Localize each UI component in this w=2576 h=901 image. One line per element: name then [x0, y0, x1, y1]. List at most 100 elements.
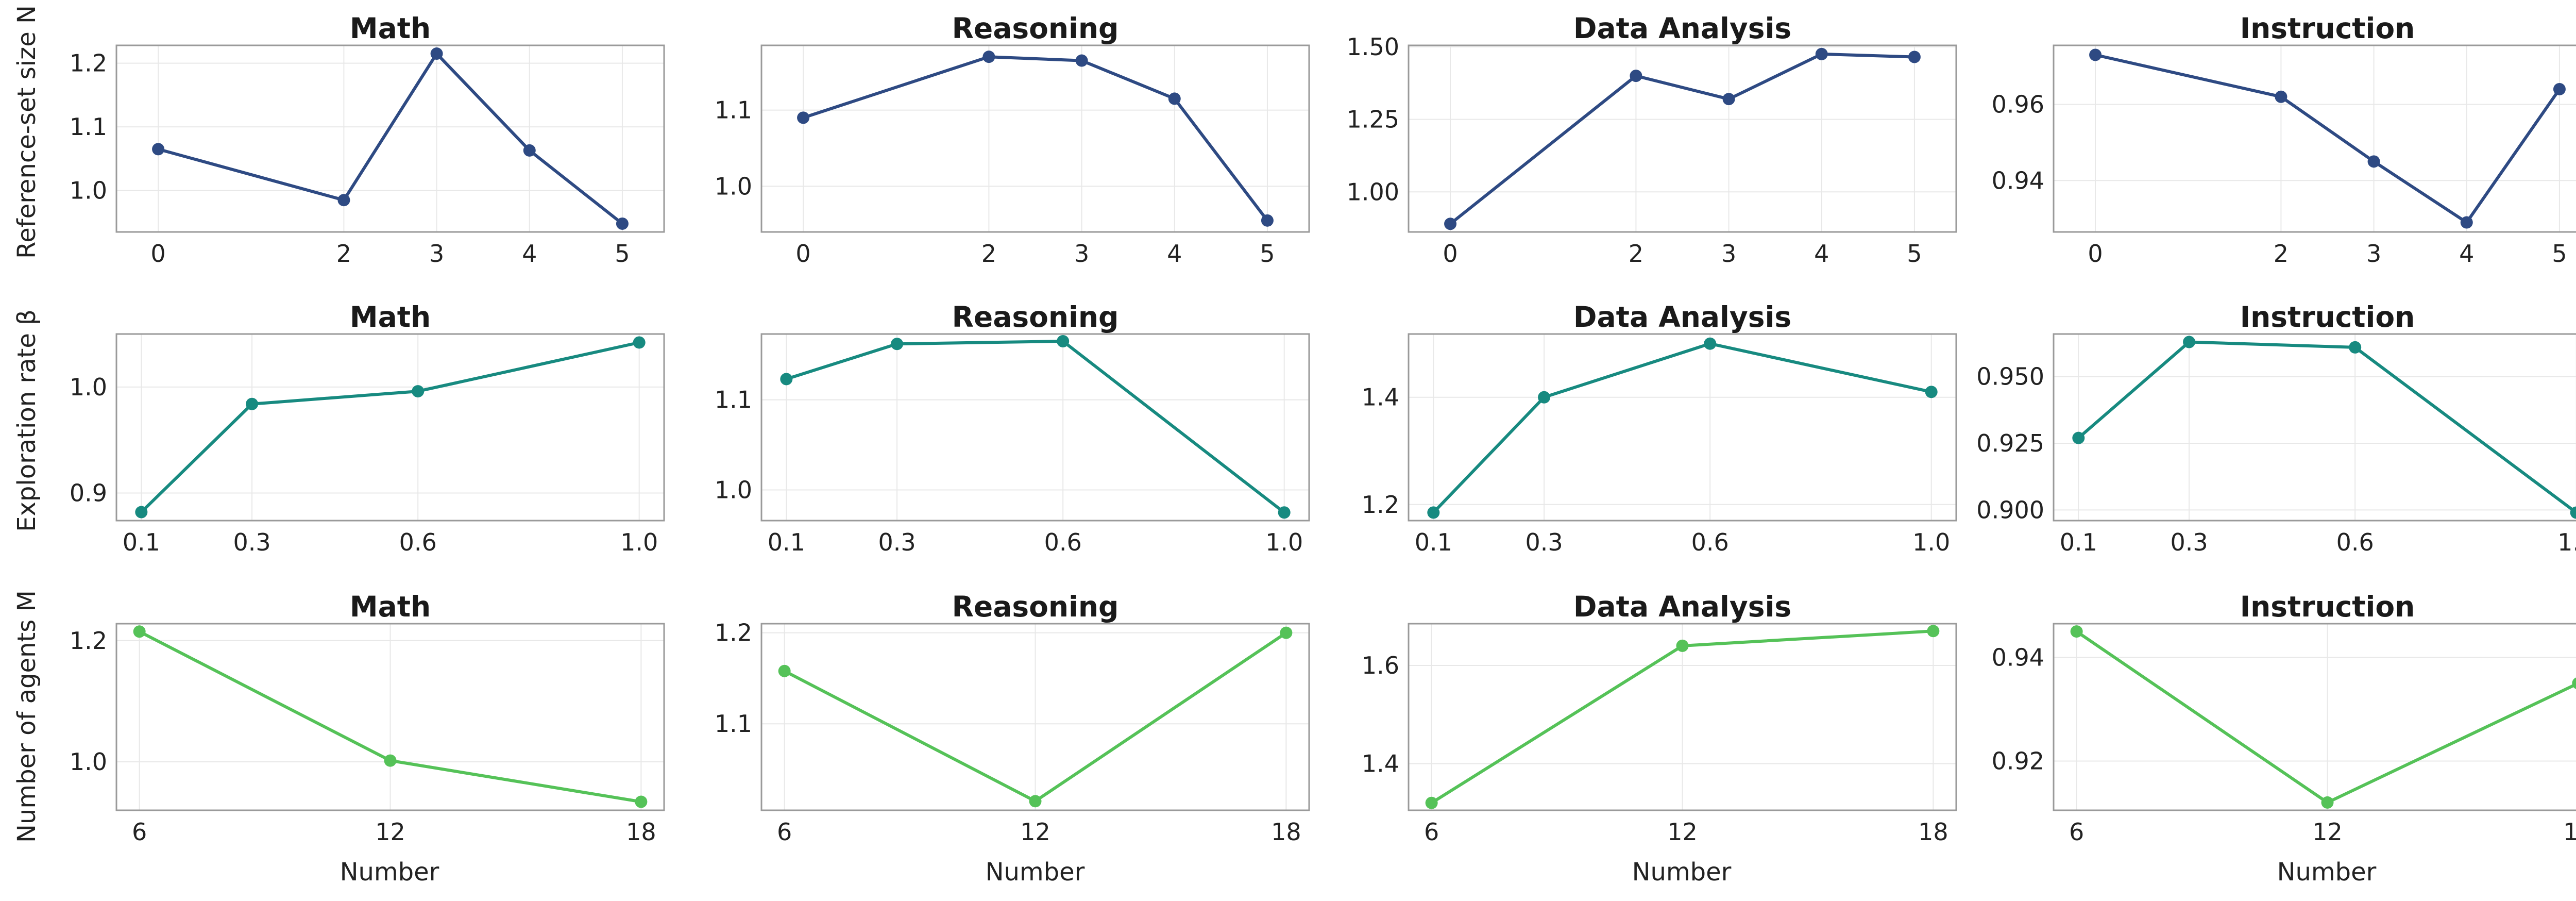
data-point: [1927, 625, 1940, 638]
x-tick-label: 2: [981, 240, 996, 268]
x-tick-label: 3: [1074, 240, 1089, 268]
series-line: [785, 340, 1286, 514]
x-tick-label: 5: [615, 240, 630, 268]
subplot-r1-instruction: 0 2 3 4 5 0.94 0.96 Instruction: [1992, 12, 2576, 268]
x-tick-label: 4: [1814, 240, 1829, 268]
x-tick-label: 0.3: [1525, 528, 1563, 556]
data-point: [1057, 335, 1070, 347]
y-tick-label: 1.2: [70, 627, 107, 655]
data-point: [1280, 626, 1293, 639]
y-tick-label: 1.2: [715, 619, 752, 647]
plot-border: [760, 44, 1310, 233]
data-point: [133, 625, 146, 638]
y-tick-label: 0.925: [1976, 429, 2044, 457]
y-tick-label: 1.1: [715, 96, 752, 124]
x-tick-label: 0.3: [2170, 528, 2208, 556]
x-tick-label: 0.6: [1691, 528, 1729, 556]
plot-area: [115, 44, 665, 233]
data-point: [1722, 93, 1735, 106]
subplot-r3-math: 6 12 18 1.0 1.2 Math: [70, 590, 665, 846]
y-tick-label: 1.2: [70, 49, 107, 77]
x-tick-label: 0.6: [1044, 528, 1082, 556]
y-tick-label: 1.4: [1362, 383, 1399, 411]
data-point: [635, 795, 648, 808]
x-tick-label: 0.1: [1415, 528, 1452, 556]
data-point: [2349, 341, 2362, 354]
data-point: [1168, 92, 1181, 105]
subplot-title: Instruction: [2240, 12, 2415, 45]
x-tick-label: 12: [1020, 818, 1050, 846]
x-tick-label: 0: [795, 240, 810, 268]
x-axis-label-col-2: Number: [986, 858, 1085, 887]
x-tick-label: 3: [2366, 240, 2381, 268]
x-axis-label-col-4: Number: [2277, 858, 2377, 887]
data-point: [1676, 639, 1689, 652]
x-tick-label: 18: [2563, 818, 2576, 846]
data-point: [797, 111, 810, 124]
data-point: [780, 373, 793, 386]
subplot-title: Math: [350, 301, 431, 333]
data-point: [1444, 218, 1457, 230]
data-point: [616, 217, 629, 230]
plot-area: [1408, 333, 1957, 522]
plot-border: [760, 623, 1310, 811]
data-point: [337, 194, 350, 207]
y-tick-label: 1.50: [1347, 33, 1399, 61]
y-tick-label: 1.0: [715, 476, 752, 504]
x-tick-label: 0.1: [2060, 528, 2097, 556]
x-tick-label: 18: [1271, 818, 1301, 846]
data-point: [633, 336, 646, 349]
subplot-r2-instruction: 0.1 0.3 0.6 1.0 0.900 0.925 0.950 Instruction: [1976, 301, 2576, 556]
x-tick-label: 0: [1443, 240, 1458, 268]
data-point: [384, 754, 397, 767]
subplot-title: Reasoning: [952, 590, 1119, 623]
y-tick-label: 1.2: [1362, 491, 1399, 519]
plot-area: [2053, 44, 2576, 233]
data-point: [2572, 677, 2576, 689]
subplot-r1-math: 0 2 3 4 5 1.0 1.1 1.2 Math: [70, 12, 665, 268]
subplot-r2-math: 0.1 0.3 0.6 1.0 0.9 1.0 Math: [70, 301, 665, 556]
subplot-title: Reasoning: [952, 301, 1119, 333]
plot-border: [115, 333, 665, 522]
x-tick-label: 1.0: [2557, 528, 2576, 556]
x-tick-label: 0: [2088, 240, 2103, 268]
y-tick-label: 1.6: [1362, 652, 1399, 679]
data-point: [1704, 337, 1717, 350]
subplot-title: Math: [350, 12, 431, 45]
x-tick-label: 4: [1167, 240, 1182, 268]
subplot-title: Data Analysis: [1573, 12, 1791, 45]
plot-area: [2053, 333, 2576, 522]
y-tick-label: 1.1: [70, 113, 107, 141]
subplot-title: Math: [350, 590, 431, 623]
y-tick-label: 0.900: [1976, 496, 2044, 524]
x-tick-label: 0.6: [2336, 528, 2374, 556]
data-point: [430, 47, 443, 60]
plot-area: [2053, 623, 2576, 811]
subplot-r1-data-analysis: 0 2 3 4 5 1.00 1.25 1.50 Data Analysis: [1347, 12, 1957, 268]
y-tick-label: 1.0: [70, 748, 107, 776]
x-tick-label: 5: [1907, 240, 1922, 268]
x-tick-label: 6: [2069, 818, 2084, 846]
plot-area: [115, 333, 665, 522]
y-tick-label: 0.950: [1976, 363, 2044, 391]
y-tick-label: 0.9: [70, 479, 107, 507]
subplot-r2-reasoning: 0.1 0.3 0.6 1.0 1.0 1.1 Reasoning: [715, 301, 1310, 556]
x-tick-label: 1.0: [1265, 528, 1303, 556]
x-tick-label: 0.1: [768, 528, 805, 556]
x-tick-label: 0.3: [233, 528, 270, 556]
subplot-title: Data Analysis: [1573, 590, 1791, 623]
x-tick-label: 12: [2312, 818, 2343, 846]
y-tick-label: 0.96: [1992, 91, 2044, 119]
data-point: [2183, 336, 2196, 348]
data-point: [2089, 48, 2102, 61]
row-label-exploration-rate: Exploration rate β: [12, 309, 41, 532]
x-tick-label: 6: [1424, 818, 1439, 846]
x-tick-label: 5: [1260, 240, 1275, 268]
plot-border: [2053, 623, 2576, 811]
subplot-r2-data-analysis: 0.1 0.3 0.6 1.0 1.2 1.4 Data Analysis: [1362, 301, 1957, 556]
x-tick-label: 12: [1667, 818, 1698, 846]
plot-border: [115, 44, 665, 233]
plot-border: [1408, 623, 1957, 811]
x-tick-label: 5: [2552, 240, 2567, 268]
